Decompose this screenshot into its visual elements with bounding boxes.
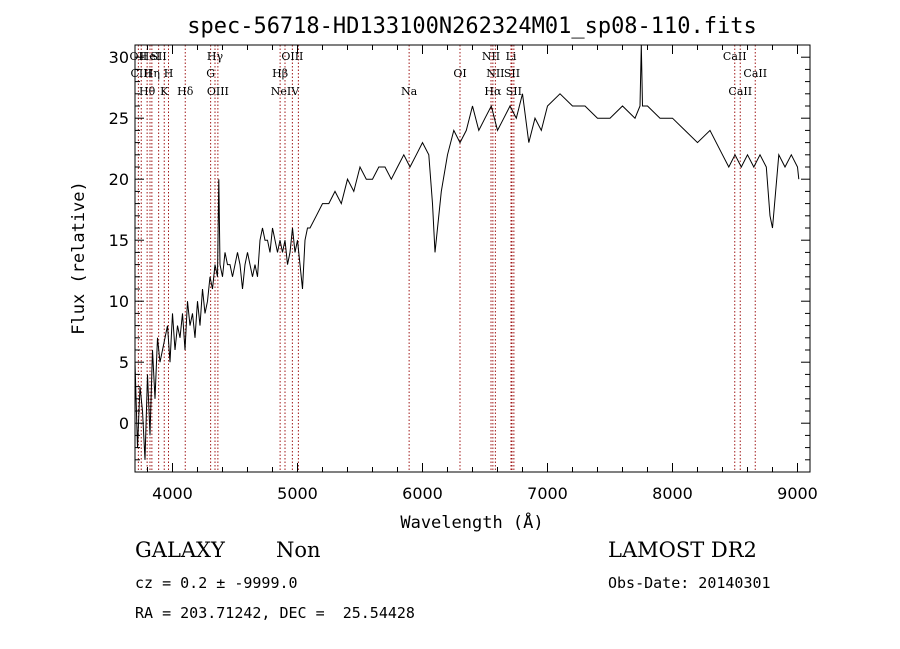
line-label-1: CIII — [131, 67, 152, 80]
line-label-6: K — [160, 85, 169, 98]
y-tick-label-6: 30 — [109, 48, 129, 67]
x-tick-label-1: 5000 — [277, 484, 318, 503]
line-label-14: NeIV — [271, 85, 300, 98]
line-label-21: SII — [504, 67, 520, 80]
x-axis-label: Wavelength (Å) — [400, 511, 543, 533]
line-label-23: SII — [506, 85, 522, 98]
line-label-18: NII — [482, 50, 500, 63]
spectral-line-markers — [137, 45, 756, 472]
line-label-24: CaII — [723, 50, 747, 63]
line-label-13: Hβ — [272, 67, 288, 80]
line-label-4: Hη — [144, 67, 160, 80]
redshift-cz: cz = 0.2 ± -9999.0 — [135, 574, 298, 592]
x-axis: 4000 5000 6000 7000 8000 9000 — [147, 45, 818, 503]
spectrum-series-line — [134, 44, 800, 460]
y-tick-label-0: 0 — [119, 414, 129, 433]
line-label-10: G — [206, 67, 215, 80]
line-label-19: Li — [506, 50, 517, 63]
line-label-8: Hδ — [177, 85, 194, 98]
line-label-9: Hγ — [207, 50, 224, 63]
y-tick-label-5: 25 — [109, 109, 129, 128]
line-label-5: SII — [151, 50, 167, 63]
observation-date: Obs-Date: 20140301 — [608, 574, 771, 592]
y-axis-label: Flux (relative) — [69, 181, 89, 335]
line-label-11: OIII — [207, 85, 229, 98]
ra-dec-coordinates: RA = 203.71242, DEC = 25.54428 — [135, 604, 415, 622]
line-label-20: NII — [486, 67, 504, 80]
x-tick-label-5: 9000 — [777, 484, 818, 503]
y-tick-label-1: 5 — [119, 353, 129, 372]
line-label-16: Na — [401, 85, 418, 98]
y-tick-label-3: 15 — [109, 231, 129, 250]
line-label-26: CaII — [728, 85, 752, 98]
line-label-12: OIII — [281, 50, 303, 63]
y-tick-label-2: 10 — [109, 292, 129, 311]
x-tick-label-3: 7000 — [527, 484, 568, 503]
line-label-17: OI — [453, 67, 466, 80]
line-label-25: CaII — [743, 67, 767, 80]
survey-name: LAMOST DR2 — [608, 538, 757, 562]
object-class: GALAXY — [135, 538, 225, 562]
y-axis: 0 5 10 15 20 25 30 — [109, 44, 810, 461]
x-tick-label-2: 6000 — [402, 484, 443, 503]
x-tick-label-4: 8000 — [652, 484, 693, 503]
y-tick-label-4: 20 — [109, 170, 129, 189]
line-label-7: H — [164, 67, 174, 80]
x-tick-label-0: 4000 — [152, 484, 193, 503]
line-label-2: Hθ — [139, 85, 156, 98]
chart-title: spec-56718-HD133100N262324M01_sp08-110.f… — [187, 14, 757, 39]
line-label-0: OII — [130, 50, 148, 63]
line-label-3: HeI — [140, 50, 160, 63]
object-subclass: Non — [276, 538, 321, 562]
line-label-22: Hα — [484, 85, 502, 98]
